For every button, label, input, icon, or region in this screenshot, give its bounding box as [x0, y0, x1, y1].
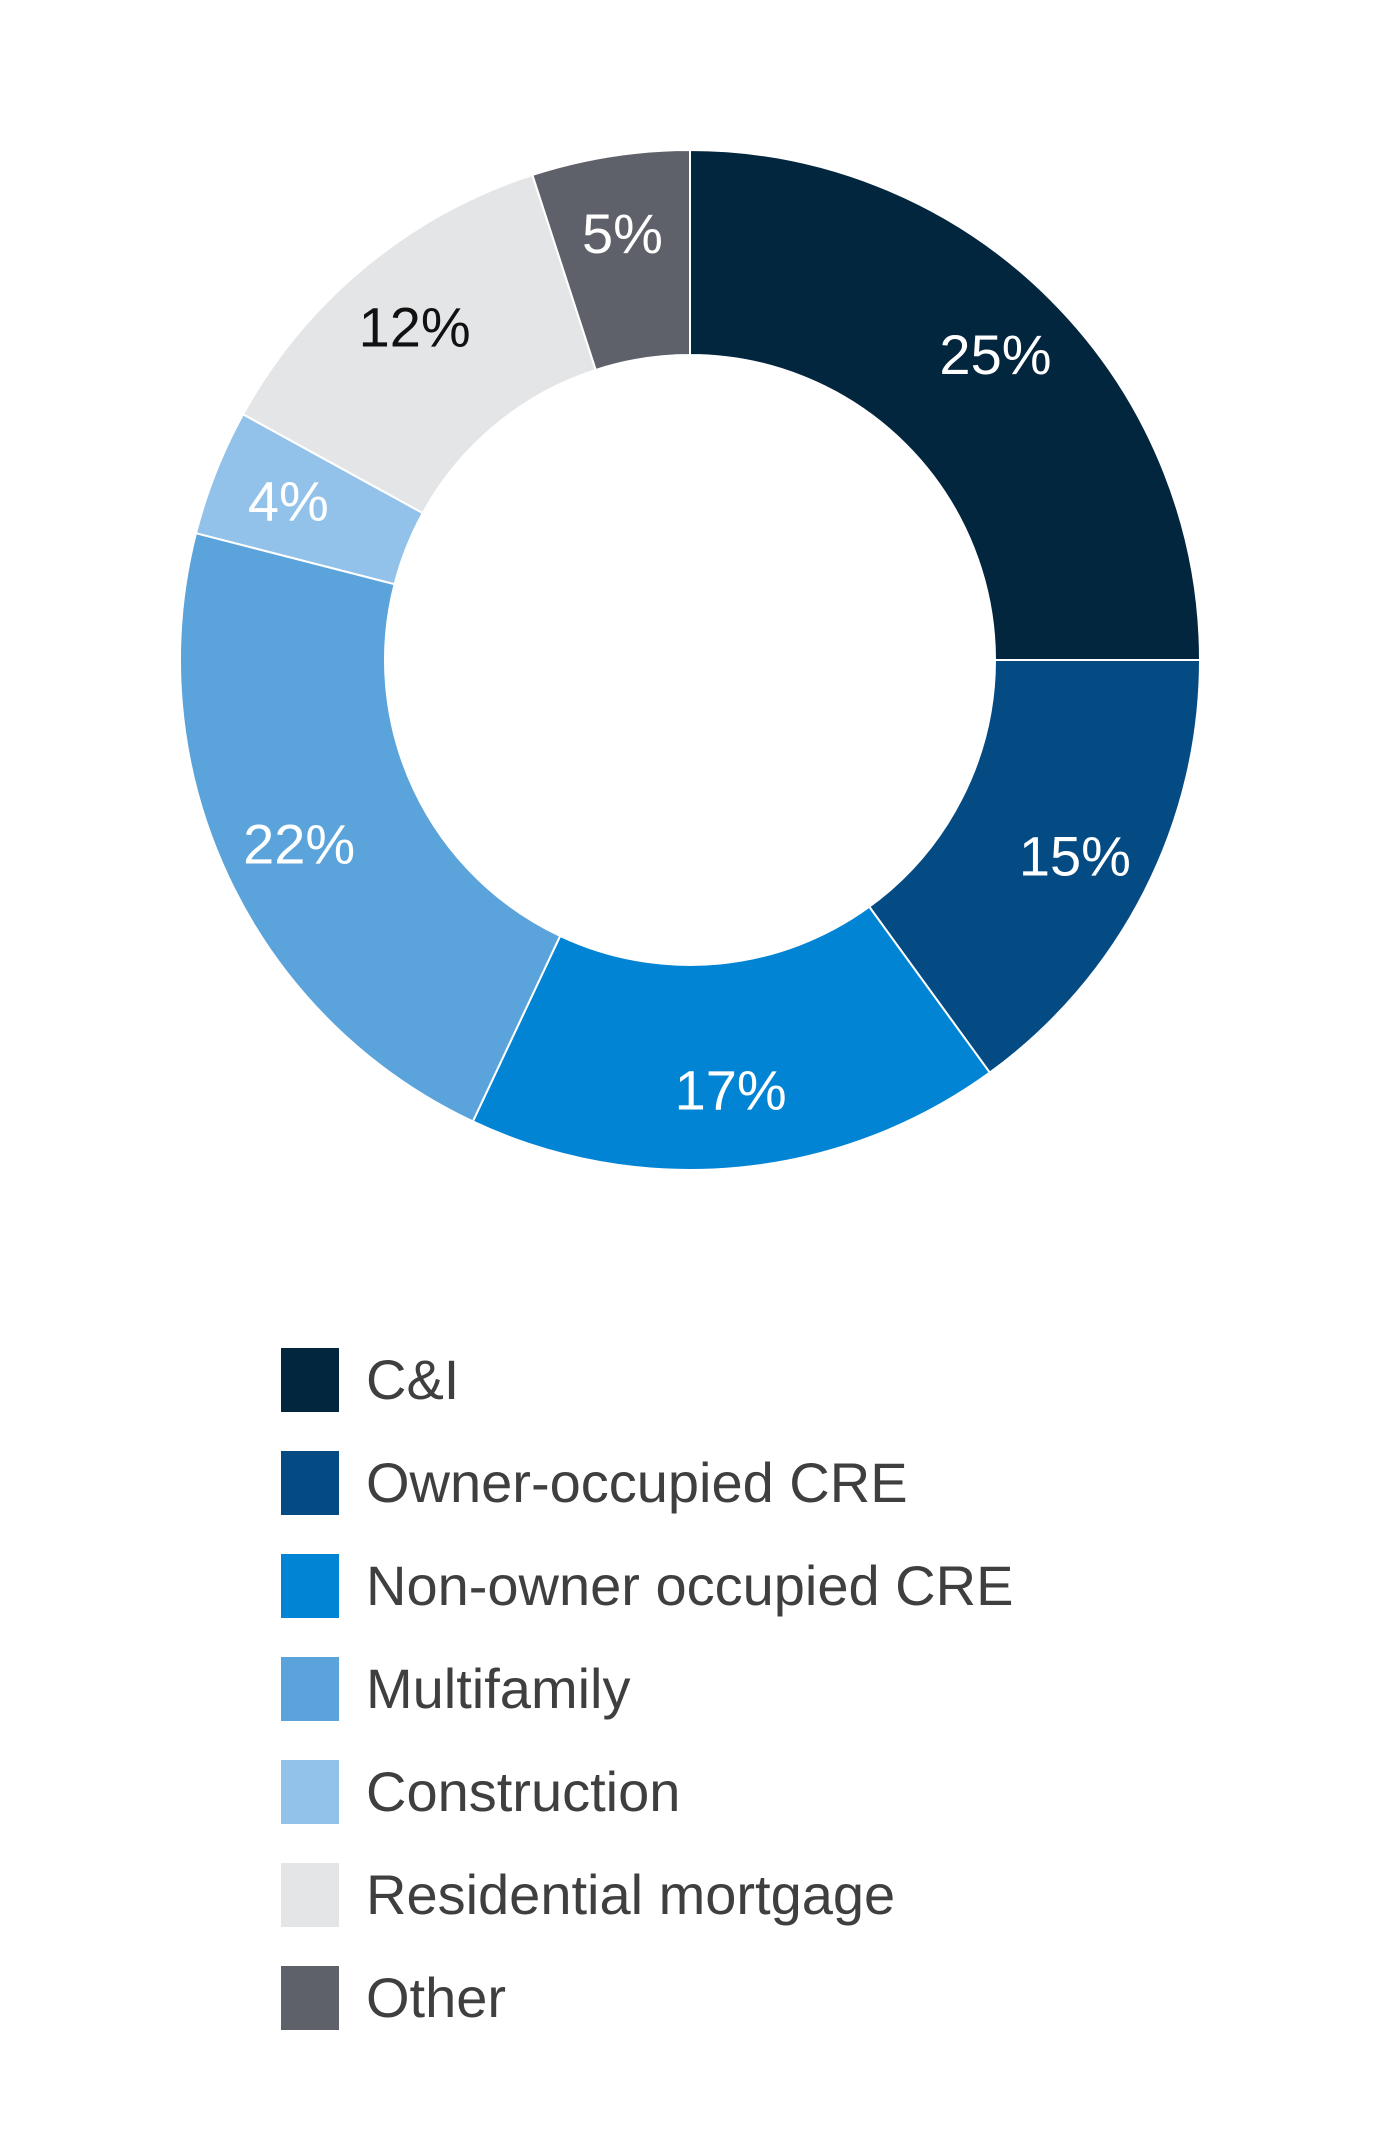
legend-swatch	[281, 1965, 339, 2030]
legend-label: Owner-occupied CRE	[366, 1450, 908, 1514]
legend-swatch	[281, 1553, 339, 1618]
data-label-construction: 4%	[248, 469, 329, 532]
legend-label: C&I	[366, 1347, 460, 1411]
legend-swatch	[281, 1347, 339, 1412]
donut-slice-c-i	[689, 148, 1202, 661]
legend-item-other: Other	[281, 1946, 1281, 2049]
legend-item-c-i: C&I	[281, 1328, 1281, 1431]
data-label-residential-mortgage: 12%	[359, 296, 471, 359]
donut-chart: 25% 15% 17% 22% 4% 12% 5%	[179, 148, 1202, 1171]
legend-label: Non-owner occupied CRE	[366, 1553, 1014, 1617]
legend: C&I Owner-occupied CRE Non-owner occupied …	[281, 1328, 1281, 2049]
legend-label: Construction	[366, 1759, 681, 1823]
legend-label: Residential mortgage	[366, 1862, 896, 1926]
legend-label: Multifamily	[366, 1656, 631, 1720]
legend-item-owner-occupied-cre: Owner-occupied CRE	[281, 1431, 1281, 1534]
legend-swatch	[281, 1759, 339, 1824]
legend-label: Other	[366, 1965, 507, 2029]
legend-swatch	[281, 1450, 339, 1515]
legend-swatch	[281, 1656, 339, 1721]
legend-item-residential-mortgage: Residential mortgage	[281, 1843, 1281, 1946]
legend-swatch	[281, 1862, 339, 1927]
legend-item-non-owner-occupied-cre: Non-owner occupied CRE	[281, 1534, 1281, 1637]
donut-slice-multifamily	[179, 531, 562, 1123]
data-label-c-i: 25%	[939, 323, 1051, 386]
legend-item-multifamily: Multifamily	[281, 1637, 1281, 1740]
data-label-multifamily: 22%	[243, 812, 355, 875]
data-label-other: 5%	[582, 202, 663, 265]
donut-slice-other	[531, 148, 691, 372]
donut-slice-residential-mortgage	[241, 173, 598, 515]
data-label-non-owner-occupied-cre: 17%	[675, 1059, 787, 1122]
legend-item-construction: Construction	[281, 1740, 1281, 1843]
donut-slice-owner-occupied-cre	[867, 659, 1202, 1074]
data-label-owner-occupied-cre: 15%	[1019, 825, 1131, 888]
donut-slice-non-owner-occupied-cre	[471, 905, 992, 1171]
